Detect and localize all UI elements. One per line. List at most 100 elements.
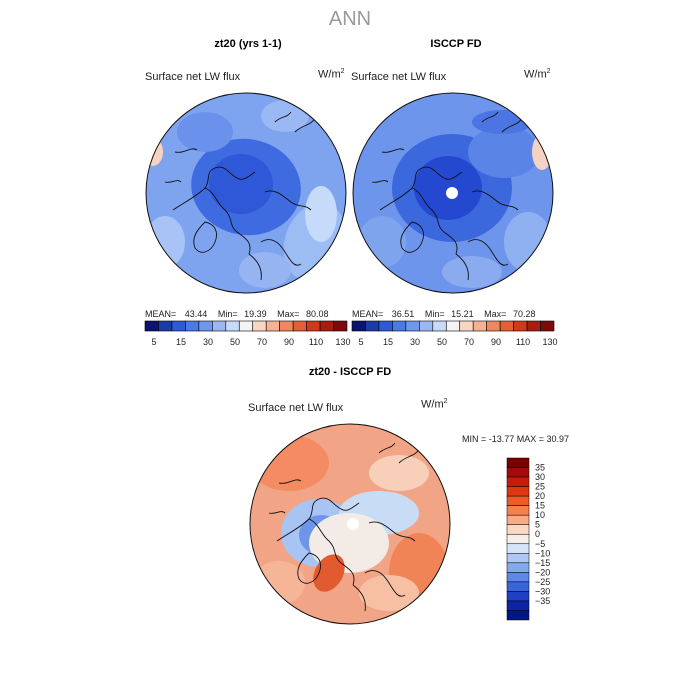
variable-label-diff: Surface net LW flux [248, 402, 344, 414]
colorbar-swatch [292, 320, 307, 332]
colorbar-swatch [540, 320, 555, 332]
colorbar-swatch [486, 320, 501, 332]
colorbar-swatch [279, 320, 294, 332]
coastline [248, 239, 302, 281]
coastline [172, 166, 256, 211]
coastline [204, 187, 251, 255]
field-region [250, 435, 329, 491]
field-region [209, 154, 273, 214]
stats-mean-value: 43.44 [184, 309, 208, 319]
colorbar-swatch [506, 572, 530, 583]
colorbar-swatch [506, 591, 530, 602]
colorbar-swatch [506, 600, 530, 611]
colorbar-tick-label: 130 [542, 337, 557, 347]
unit-label-diff: W/m2 [421, 398, 448, 411]
colorbar-model: 5 15 30 50 70 90 110 130 [144, 320, 351, 347]
stats-max-value: 70.28 [512, 309, 536, 319]
colorbar-swatch [506, 476, 530, 487]
variable-label-model: Surface net LW flux [145, 71, 241, 83]
colorbar-tick-label: 0 [535, 529, 540, 539]
colorbar-swatch [472, 320, 487, 332]
stats-min-value: 15.21 [451, 309, 474, 319]
stats-obs: MEAN= 36.51 Min= 15.21 Max= 70.28 [352, 309, 535, 319]
colorbar-swatch [506, 514, 530, 525]
polar-map-model [145, 92, 347, 294]
colorbar-swatch [513, 320, 528, 332]
coastline [308, 518, 355, 586]
colorbar-tick-label: 5 [358, 337, 363, 347]
map-boundary [352, 92, 554, 294]
coastline [379, 166, 463, 211]
coastline [264, 190, 312, 211]
map-boundary [249, 423, 451, 625]
colorbar-tick-label: 30 [203, 337, 213, 347]
stats-max-label: Max= [484, 309, 507, 319]
colorbar-swatch [238, 320, 254, 332]
polar-map-diff [249, 423, 451, 625]
coastline [268, 479, 302, 514]
colorbar-tick-label: 15 [535, 501, 545, 511]
field-region [253, 561, 305, 605]
coastline [193, 221, 217, 253]
colorbar-swatch [506, 533, 530, 545]
colorbar-swatch [506, 467, 530, 478]
colorbar-swatch [445, 320, 461, 332]
field-region [305, 186, 337, 242]
coastline [471, 190, 519, 211]
colorbar-swatch [365, 320, 380, 332]
colorbar-tick-label: 30 [410, 337, 420, 347]
colorbar-tick-label: 35 [535, 463, 545, 473]
coastline [352, 570, 406, 612]
colorbar-swatch [506, 543, 530, 554]
field-region [369, 455, 429, 491]
colorbar-tick-label: 30 [535, 472, 545, 482]
panel-title-obs: ISCCP FD [430, 38, 482, 50]
colorbar-swatch [459, 320, 474, 332]
colorbar-swatch [306, 320, 321, 332]
colorbar-tick-label: 110 [516, 337, 530, 347]
colorbar-swatch [158, 320, 173, 332]
colorbar-swatch [171, 320, 186, 332]
field-region [504, 212, 552, 272]
colorbar-swatch [506, 553, 530, 564]
coastline [164, 148, 198, 183]
panel-title-diff: zt20 - ISCCP FD [308, 366, 392, 378]
colorbar-swatch [506, 524, 530, 535]
stats-max-value: 80.08 [305, 309, 329, 319]
colorbar-obs: 5 15 30 50 70 90 110 130 [351, 320, 558, 347]
colorbar-swatch [499, 320, 514, 332]
stats-min-value: 19.39 [244, 309, 267, 319]
coastline [297, 552, 321, 584]
missing-data-pole [446, 187, 458, 199]
colorbar-swatch [506, 457, 530, 468]
field-region [442, 256, 502, 288]
colorbar-tick-label: 110 [309, 337, 323, 347]
colorbar-swatch [198, 320, 213, 332]
stats-min-label: Min= [217, 309, 238, 319]
colorbar-swatch [378, 320, 393, 332]
stats-min-label: Min= [424, 309, 445, 319]
colorbar-tick-label: −15 [535, 558, 550, 568]
field-region [358, 216, 406, 268]
colorbar-tick-label: 15 [383, 337, 393, 347]
colorbar-tick-label: −30 [535, 586, 550, 596]
colorbar-tick-label: −20 [535, 567, 550, 577]
stats-mean-label: MEAN= [145, 309, 177, 319]
colorbar-swatch [319, 320, 334, 332]
map-boundary [145, 92, 347, 294]
colorbar-tick-label: −10 [535, 548, 550, 558]
colorbar-tick-label: 25 [535, 482, 545, 492]
field-region [313, 554, 345, 592]
colorbar-swatch [252, 320, 267, 332]
colorbar-tick-label: −35 [535, 596, 550, 606]
stats-mean-value: 36.51 [391, 309, 415, 319]
field-region [468, 126, 540, 178]
field-region [414, 156, 482, 220]
colorbar-tick-label: 50 [437, 337, 447, 347]
colorbar-tick-label: 90 [491, 337, 501, 347]
page-title: ANN [328, 8, 372, 30]
colorbar-swatch [506, 610, 530, 621]
coastline [411, 187, 458, 255]
